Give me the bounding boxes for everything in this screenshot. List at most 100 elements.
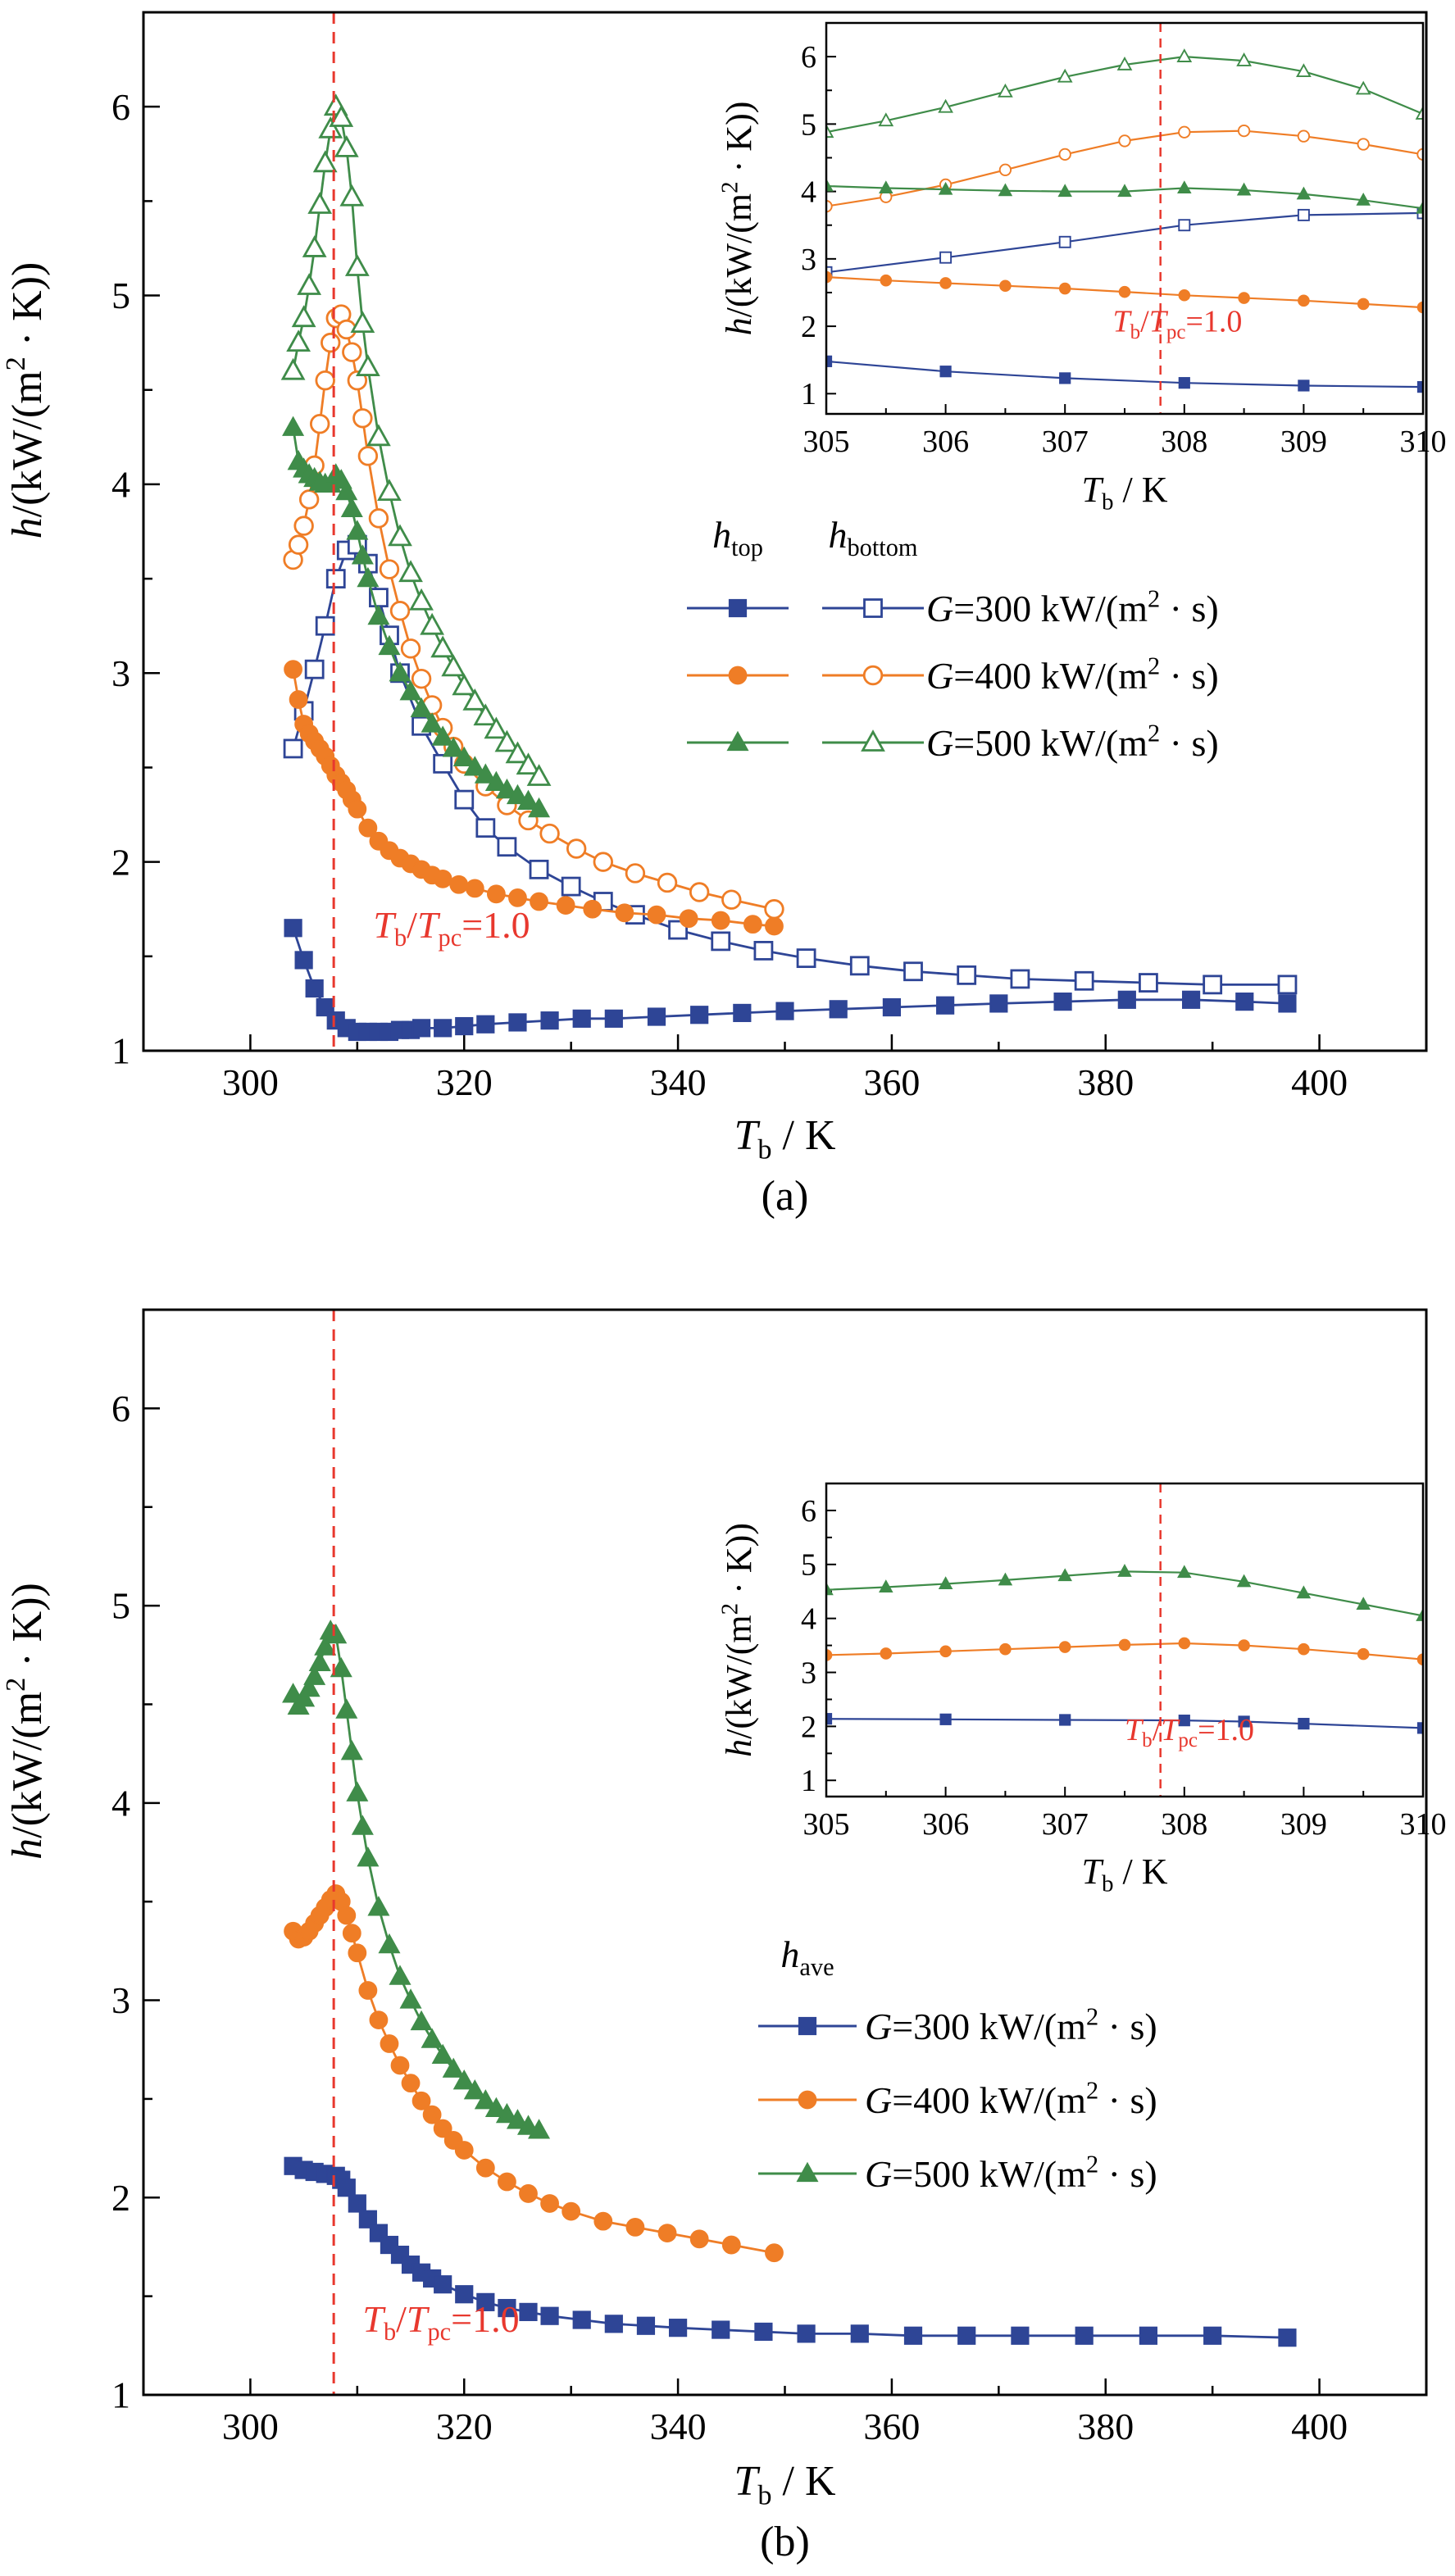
- marker-triangle: [389, 1965, 411, 1985]
- marker-square: [647, 1007, 666, 1026]
- y-tick-label: 3: [801, 1656, 816, 1690]
- marker-circle: [1238, 292, 1250, 304]
- panel-b: 300 320 340 360 380 400 1 2 3 4 5 6 Tb / K h/(kW/(m2 …: [0, 1287, 1455, 2576]
- marker-triangle: [441, 654, 466, 677]
- marker-square: [305, 979, 324, 998]
- marker-square: [1053, 993, 1072, 1011]
- marker-circle: [798, 2090, 817, 2110]
- marker-triangle: [366, 424, 391, 447]
- marker-triangle: [291, 305, 316, 328]
- marker-triangle: [726, 730, 749, 752]
- marker-square: [1059, 1714, 1071, 1726]
- marker-circle: [764, 899, 784, 920]
- marker-circle: [556, 896, 575, 915]
- marker-square: [728, 598, 748, 618]
- y-tick-label: 3: [801, 243, 816, 277]
- marker-triangle: [346, 520, 369, 540]
- marker-circle: [765, 916, 784, 936]
- marker-circle: [309, 413, 330, 434]
- marker-triangle: [760, 177, 773, 189]
- marker-circle: [368, 508, 389, 529]
- marker-circle: [288, 534, 309, 555]
- marker-square: [337, 2178, 356, 2197]
- marker-triangle: [335, 479, 358, 501]
- x-tick-label: 310: [1400, 1807, 1447, 1842]
- marker-triangle: [796, 2161, 819, 2183]
- marker-triangle: [357, 566, 380, 588]
- marker-square: [1011, 2326, 1030, 2345]
- marker-square: [304, 659, 325, 679]
- axis-ticks: [143, 1407, 1321, 2397]
- series-g500-bottom: [825, 48, 1424, 139]
- marker-square: [358, 2210, 377, 2228]
- marker-square: [1298, 379, 1310, 392]
- marker-triangle: [1236, 1574, 1252, 1588]
- marker-square: [1058, 235, 1071, 248]
- marker-square: [604, 2315, 623, 2333]
- marker-circle: [1238, 1639, 1250, 1651]
- series-g400-top: [284, 660, 784, 936]
- marker-square: [348, 2194, 366, 2213]
- marker-circle: [1298, 1642, 1310, 1656]
- marker-square: [1139, 973, 1158, 993]
- marker-square: [434, 2275, 452, 2294]
- marker-square: [498, 2298, 516, 2318]
- y-tick-label: 6: [801, 1494, 816, 1529]
- marker-square: [863, 598, 883, 618]
- x-tick-label: 360: [863, 2406, 920, 2447]
- marker-triangle: [474, 2089, 497, 2110]
- marker-triangle: [760, 1585, 773, 1597]
- marker-circle: [1237, 124, 1251, 138]
- marker-triangle: [998, 183, 1013, 197]
- marker-circle: [1357, 298, 1370, 311]
- marker-triangle: [314, 1635, 337, 1656]
- y-tick-label: 1: [111, 2374, 130, 2416]
- marker-circle: [390, 2056, 410, 2075]
- marker-triangle: [452, 2069, 475, 2090]
- marker-circle: [999, 279, 1012, 293]
- marker-circle: [862, 665, 884, 686]
- marker-triangle: [421, 2028, 443, 2048]
- marker-triangle: [861, 729, 885, 752]
- marker-circle: [337, 1906, 357, 1925]
- marker-circle: [315, 370, 335, 391]
- marker-triangle: [351, 1815, 374, 1835]
- marker-square: [903, 2326, 923, 2345]
- y-tick-label: 4: [111, 1782, 130, 1824]
- panel-b-caption: (b): [760, 2519, 810, 2565]
- marker-triangle: [1176, 48, 1193, 62]
- marker-triangle: [346, 1781, 369, 1801]
- marker-triangle: [377, 479, 402, 502]
- y-tick-label: 4: [801, 175, 816, 210]
- x-tick-label: 300: [222, 2406, 279, 2447]
- plot-frame: [825, 21, 1425, 416]
- x-tick-label: 380: [1077, 1061, 1134, 1103]
- y-tick-label: 6: [111, 1388, 130, 1429]
- legend-entry-label: G=500 kW/(m2 · s): [865, 2151, 1157, 2195]
- y-axis-label: h/(kW/(m2 · K)): [0, 262, 51, 539]
- marker-circle: [566, 838, 587, 859]
- marker-circle: [475, 2158, 495, 2178]
- marker-triangle: [463, 756, 486, 776]
- marker-triangle: [421, 712, 443, 733]
- marker-triangle: [350, 311, 375, 334]
- marker-triangle: [484, 770, 507, 791]
- marker-circle: [454, 2141, 474, 2160]
- marker-circle: [583, 899, 602, 919]
- marker-square: [604, 1009, 623, 1028]
- marker-triangle: [344, 254, 370, 276]
- marker-circle: [1058, 148, 1071, 161]
- marker-triangle: [367, 1896, 390, 1916]
- marker-triangle: [462, 688, 488, 711]
- marker-square: [497, 837, 517, 857]
- series-g400-bottom: [825, 124, 1424, 213]
- marker-square: [1178, 1715, 1190, 1727]
- marker-triangle: [1116, 56, 1133, 70]
- marker-triangle: [1296, 1585, 1312, 1599]
- marker-triangle: [1355, 80, 1371, 95]
- marker-triangle: [410, 697, 433, 718]
- marker-square: [690, 1006, 709, 1024]
- x-tick-label: 307: [1042, 425, 1089, 459]
- marker-triangle: [879, 1579, 893, 1592]
- marker-square: [939, 1713, 952, 1725]
